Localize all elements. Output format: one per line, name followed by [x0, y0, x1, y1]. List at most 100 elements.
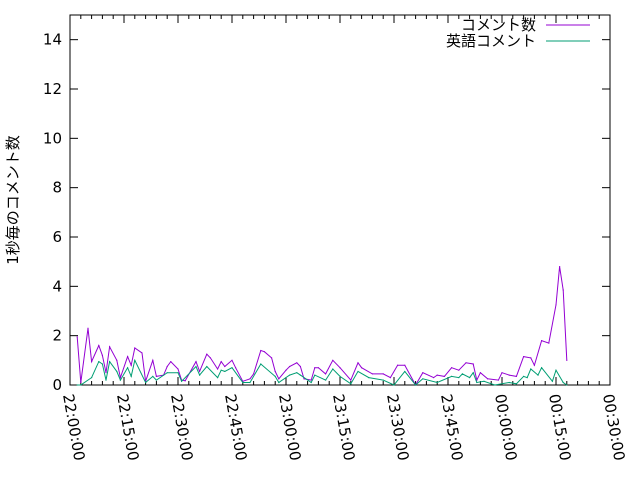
data-point: [109, 346, 111, 348]
data-point: [397, 364, 399, 366]
data-point: [260, 363, 262, 365]
data-point: [537, 374, 539, 376]
data-point: [105, 379, 107, 381]
data-point: [217, 368, 219, 370]
data-point: [566, 359, 568, 361]
x-tick-label: 23:30:00: [383, 393, 412, 462]
data-point: [76, 336, 78, 338]
data-point: [119, 377, 121, 379]
data-point: [562, 289, 564, 291]
data-point: [105, 372, 107, 374]
data-point: [515, 383, 518, 385]
data-point: [242, 381, 244, 384]
data-point: [206, 365, 208, 368]
data-point: [555, 369, 557, 371]
data-point: [299, 365, 301, 368]
data-point: [339, 367, 341, 369]
data-point: [404, 370, 406, 373]
data-point: [458, 369, 460, 371]
data-point: [181, 380, 183, 382]
data-point: [141, 352, 143, 354]
data-point: [422, 378, 424, 380]
data-point: [278, 381, 280, 384]
data-point: [199, 370, 201, 373]
data-point: [130, 375, 132, 377]
data-point: [127, 367, 129, 369]
data-point: [310, 381, 312, 384]
y-tick-label: 8: [52, 179, 62, 197]
x-tick-label: 23:45:00: [437, 393, 466, 462]
data-point: [436, 374, 438, 376]
data-point: [332, 368, 334, 370]
y-tick-label: 4: [52, 277, 62, 295]
data-point: [249, 378, 251, 380]
data-point: [87, 327, 89, 329]
x-tick-label: 23:15:00: [329, 393, 358, 462]
data-point: [314, 374, 316, 376]
data-point: [523, 375, 525, 377]
data-point: [303, 378, 305, 380]
plot-border: [69, 14, 611, 386]
y-tick-label: 14: [43, 31, 62, 49]
x-tick-label: 23:00:00: [275, 393, 304, 462]
data-point: [166, 372, 168, 374]
data-point: [361, 367, 363, 369]
data-point: [101, 363, 103, 365]
data-point: [472, 372, 474, 374]
data-point: [274, 370, 276, 373]
data-point: [274, 375, 276, 377]
x-tick-label: 00:15:00: [545, 393, 574, 462]
data-point: [541, 367, 543, 369]
data-point: [526, 377, 528, 379]
data-point: [541, 340, 543, 342]
series-line-0: [76, 266, 568, 387]
data-point: [551, 380, 554, 382]
y-tick-label: 10: [43, 129, 62, 147]
data-point: [152, 375, 154, 377]
legend-label-1: 英語コメント: [446, 32, 536, 50]
data-point: [235, 367, 237, 369]
data-point: [145, 381, 147, 384]
data-point: [508, 374, 510, 376]
data-point: [220, 360, 222, 363]
data-point: [177, 372, 179, 374]
data-point: [515, 375, 518, 377]
data-point: [389, 377, 391, 379]
data-point: [271, 357, 273, 359]
axes: 0 2 4 6 8 10 12 14 22:00:00 22:15:00 22:30:00 22:45…: [43, 14, 628, 462]
data-point: [195, 365, 197, 368]
data-point: [98, 360, 100, 363]
data-point: [461, 373, 463, 375]
data-point: [296, 372, 298, 374]
series-layer: [76, 266, 568, 387]
data-point: [325, 373, 327, 375]
data-point: [134, 347, 136, 349]
data-point: [458, 377, 460, 379]
data-point: [357, 362, 359, 364]
data-point: [476, 381, 478, 384]
data-point: [206, 353, 208, 355]
data-point: [483, 380, 485, 382]
x-tick-label: 22:00:00: [59, 393, 88, 462]
data-point: [350, 379, 352, 381]
data-point: [224, 365, 226, 368]
data-point: [263, 351, 265, 353]
data-point: [415, 384, 417, 386]
data-point: [91, 360, 93, 363]
data-point: [152, 359, 154, 361]
data-point: [332, 359, 334, 361]
data-point: [339, 375, 341, 377]
data-point: [382, 379, 384, 381]
data-point: [479, 372, 481, 374]
data-point: [472, 363, 474, 365]
data-point: [119, 379, 121, 381]
data-point: [465, 362, 467, 364]
data-point: [127, 356, 129, 358]
data-point: [289, 365, 291, 368]
data-point: [562, 381, 564, 384]
data-point: [217, 377, 219, 379]
data-point: [523, 356, 525, 358]
x-tick-label: 00:00:00: [491, 393, 520, 462]
data-point: [469, 377, 471, 379]
